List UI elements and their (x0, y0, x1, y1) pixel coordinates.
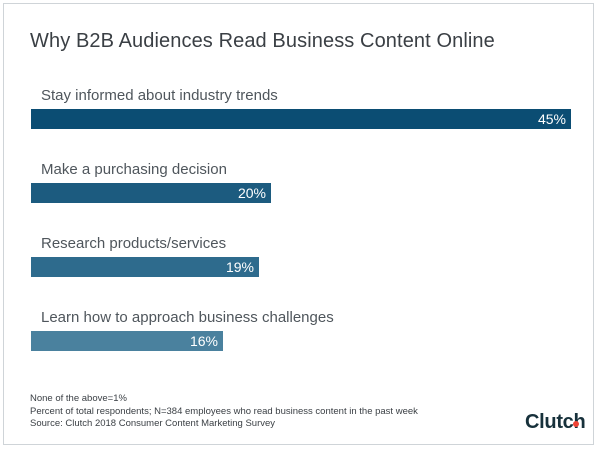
bar (31, 331, 223, 351)
bar (31, 257, 259, 277)
category-label: Stay informed about industry trends (41, 87, 278, 104)
category-label: Learn how to approach business challenge… (41, 309, 334, 326)
chart-title: Why B2B Audiences Read Business Content … (30, 30, 495, 52)
clutch-logo: Clutch (525, 411, 586, 433)
category-label: Make a purchasing decision (41, 161, 227, 178)
clutch-logo-dot (573, 421, 579, 427)
footnote-source: Source: Clutch 2018 Consumer Content Mar… (30, 418, 276, 429)
value-label: 20% (238, 185, 266, 201)
value-label: 19% (226, 259, 254, 275)
category-label: Research products/services (41, 235, 226, 252)
footnote-none-of-above: None of the above=1% (30, 393, 127, 404)
chart-frame (3, 3, 594, 445)
bar (31, 183, 271, 203)
footnote-respondents: Percent of total respondents; N=384 empl… (30, 405, 418, 417)
bar (31, 109, 571, 129)
value-label: 16% (190, 333, 218, 349)
footnotes: None of the above=1% Percent of total re… (30, 393, 418, 431)
value-label: 45% (538, 111, 566, 127)
